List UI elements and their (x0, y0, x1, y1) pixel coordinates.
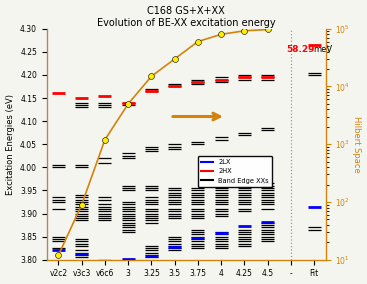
Text: 58.29: 58.29 (286, 45, 315, 54)
Text: meV: meV (313, 45, 332, 54)
Point (125, 102, 131, 106)
Point (265, 27, 270, 32)
Point (102, 137, 108, 142)
Point (79, 202, 85, 207)
Point (55, 253, 61, 257)
Point (149, 74, 155, 79)
Title: C168 GS+X+XX
Evolution of BE-XX excitation energy: C168 GS+X+XX Evolution of BE-XX excitati… (97, 6, 276, 28)
Y-axis label: Excitation Energies (eV): Excitation Energies (eV) (6, 94, 15, 195)
Y-axis label: Hilbert Space: Hilbert Space (352, 116, 361, 173)
Legend: 2LX, 2HX, Band Edge XXs: 2LX, 2HX, Band Edge XXs (197, 156, 272, 187)
Point (241, 29, 247, 33)
Point (218, 32, 224, 37)
Point (172, 57, 178, 61)
Point (195, 39, 201, 44)
